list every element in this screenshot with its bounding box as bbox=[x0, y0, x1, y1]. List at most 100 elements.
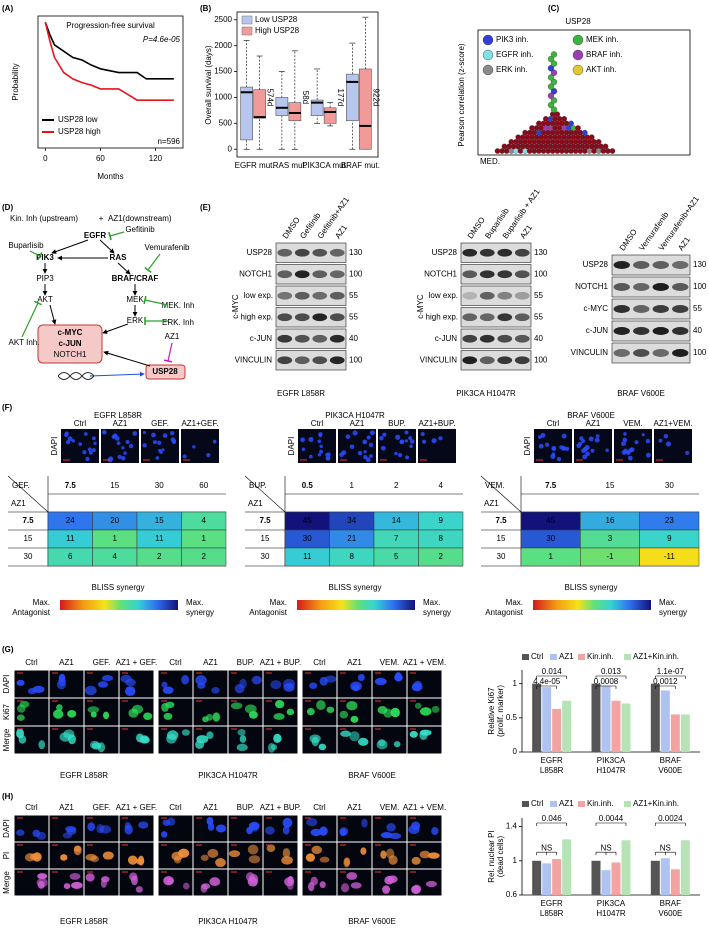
dot bbox=[549, 120, 556, 127]
nucleus bbox=[301, 447, 306, 452]
band bbox=[329, 270, 345, 279]
nucleus bbox=[206, 731, 214, 740]
dot bbox=[543, 143, 549, 150]
legend-label: BRAF inh. bbox=[586, 50, 622, 59]
nucleus bbox=[343, 857, 351, 867]
legend-end-label: Antagonist bbox=[485, 608, 524, 617]
nucleus bbox=[308, 454, 313, 459]
band bbox=[514, 334, 530, 343]
nucleus bbox=[234, 684, 245, 694]
dose-label: 60 bbox=[199, 481, 208, 490]
image-column-label: VEM. bbox=[380, 658, 400, 667]
image-column-label: AZ1 + GEF. bbox=[116, 803, 158, 812]
nucleus bbox=[319, 856, 330, 863]
inhibitor: ERK. Inh bbox=[162, 318, 194, 327]
dot bbox=[547, 74, 555, 81]
dot bbox=[503, 148, 510, 154]
drug-label: VEM. bbox=[485, 481, 505, 490]
nucleus bbox=[350, 882, 362, 889]
nucleus bbox=[125, 440, 130, 445]
dot bbox=[517, 148, 524, 154]
nucleus bbox=[282, 825, 290, 835]
band bbox=[633, 283, 650, 291]
band bbox=[312, 270, 328, 279]
legend-end-label: synergy bbox=[659, 608, 687, 617]
legend-end-label: synergy bbox=[186, 608, 214, 617]
dot bbox=[520, 143, 526, 150]
x-tick-label: EGFR mut. bbox=[235, 161, 275, 170]
image-column-label: GEF. bbox=[151, 419, 169, 428]
pathway-node: BRAF/CRAF bbox=[112, 274, 159, 283]
image-caption: EGFR L858R bbox=[60, 771, 108, 780]
dot bbox=[526, 148, 533, 154]
image-column-label: AZ1 + BUP. bbox=[260, 658, 301, 667]
nucleus bbox=[103, 711, 110, 720]
nucleus bbox=[38, 740, 46, 750]
nucleus bbox=[380, 445, 386, 451]
nucleus bbox=[158, 448, 162, 453]
image-column-label: AZ1 + VEM. bbox=[403, 803, 446, 812]
nucleus bbox=[405, 455, 410, 460]
micrograph bbox=[181, 429, 219, 463]
y-tick-label: 0.6 bbox=[506, 890, 518, 899]
legend-swatch bbox=[624, 654, 631, 660]
synergy-value: 20 bbox=[110, 516, 119, 525]
dot bbox=[536, 148, 542, 154]
y-tick-label: 2000 bbox=[214, 41, 232, 50]
arrow bbox=[99, 239, 115, 254]
dot bbox=[556, 134, 563, 140]
synergy-value: 4 bbox=[202, 516, 207, 525]
nucleus bbox=[85, 456, 90, 462]
nucleus bbox=[581, 438, 586, 444]
dot bbox=[538, 125, 544, 131]
micrograph bbox=[407, 670, 442, 698]
mw-label: 55 bbox=[349, 291, 358, 300]
drug-label: BUP. bbox=[249, 481, 267, 490]
band bbox=[497, 291, 513, 300]
synergy-value: 23 bbox=[665, 516, 674, 525]
pathway-node: PIP3 bbox=[36, 274, 54, 283]
blot-strip bbox=[460, 264, 532, 285]
bar bbox=[650, 860, 660, 895]
bar bbox=[562, 700, 572, 752]
mw-label: 55 bbox=[693, 304, 702, 313]
synergy-value: 15 bbox=[155, 516, 164, 525]
synergy-value: 2 bbox=[439, 552, 444, 561]
dot bbox=[556, 125, 563, 131]
synergy-value: 11 bbox=[155, 534, 164, 543]
nucleus bbox=[431, 705, 440, 713]
dot bbox=[522, 139, 528, 145]
protein-label: c-JUN bbox=[586, 326, 608, 335]
band bbox=[613, 305, 630, 313]
blot-strip bbox=[611, 298, 691, 320]
chart-title: Progression-free survival bbox=[66, 21, 155, 30]
dose-label: 7.5 bbox=[545, 481, 557, 490]
nucleus bbox=[310, 876, 318, 886]
nucleus bbox=[230, 702, 243, 710]
dot bbox=[600, 148, 607, 154]
nucleus bbox=[310, 828, 322, 837]
image-column-label: Ctrl bbox=[547, 419, 560, 428]
dot bbox=[494, 148, 501, 154]
nucleus bbox=[551, 452, 556, 456]
dose-label: 15 bbox=[606, 481, 615, 490]
x-tick-label: EGFR bbox=[541, 756, 563, 765]
x-tick-label: BRAF bbox=[660, 899, 681, 908]
nucleus bbox=[67, 436, 73, 442]
protein-label: c-MYC bbox=[416, 294, 425, 319]
plot-frame bbox=[236, 11, 379, 158]
dose-label: 7.5 bbox=[22, 516, 34, 525]
nucleus bbox=[379, 435, 384, 441]
difference-label: 574d bbox=[266, 89, 275, 107]
blot-strip bbox=[611, 320, 691, 342]
nucleus bbox=[369, 454, 373, 458]
synergy-value: 14 bbox=[392, 516, 401, 525]
band bbox=[294, 334, 310, 343]
nucleus bbox=[419, 850, 431, 859]
nucleus bbox=[634, 440, 639, 445]
nucleus bbox=[182, 882, 190, 890]
band bbox=[633, 327, 650, 335]
band bbox=[633, 261, 650, 269]
mw-label: 100 bbox=[693, 282, 707, 291]
nucleus bbox=[138, 821, 149, 829]
